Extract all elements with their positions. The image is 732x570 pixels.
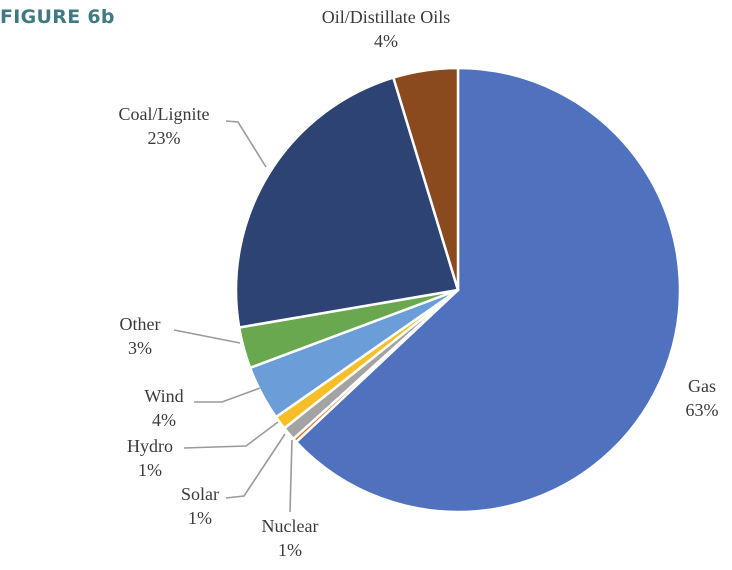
label-percent: 23%	[148, 128, 181, 148]
label-percent: 4%	[152, 410, 176, 430]
leader-lines	[173, 120, 293, 513]
label-name: Other	[120, 314, 161, 334]
leader-solar	[225, 433, 286, 499]
label-name: Nuclear	[262, 516, 319, 536]
label-name: Hydro	[127, 436, 173, 456]
label-percent: 1%	[278, 540, 302, 560]
label-nuclear: Nuclear 1%	[262, 516, 319, 560]
label-percent: 63%	[686, 400, 719, 420]
slice-coal-lignite	[234, 76, 460, 329]
label-name: Coal/Lignite	[119, 104, 210, 124]
figure-label: FIGURE 6b	[0, 6, 115, 28]
label-coal-lignite: Coal/Lignite 23%	[119, 104, 210, 148]
label-percent: 1%	[188, 508, 212, 528]
leader-hydro	[183, 421, 279, 449]
label-name: Solar	[181, 484, 219, 504]
label-percent: 4%	[374, 31, 398, 51]
label-percent: 3%	[128, 338, 152, 358]
leader-nuclear	[289, 439, 293, 513]
label-name: Wind	[144, 386, 183, 406]
label-solar: Solar 1%	[181, 484, 219, 528]
label-hydro: Hydro 1%	[127, 436, 173, 480]
label-percent: 1%	[138, 460, 162, 480]
leader-coal-lignite	[225, 120, 267, 168]
label-name: Gas	[688, 376, 716, 396]
label-other: Other 3%	[120, 314, 161, 358]
label-wind: Wind 4%	[144, 386, 183, 430]
leader-other	[173, 329, 241, 344]
slice-gas	[294, 66, 682, 514]
label-oil-distillate-oils: Oil/Distillate Oils 4%	[322, 7, 451, 51]
label-gas: Gas 63%	[686, 376, 719, 420]
leader-wind	[194, 387, 261, 403]
pie-slices	[234, 66, 682, 514]
slice-oil-distillate-oils	[392, 66, 460, 292]
slice-labels: Gas 63% Nuclear 1% Solar 1% Hydro 1% Wind 4% Other…	[119, 7, 719, 560]
label-name: Oil/Distillate Oils	[322, 7, 451, 27]
